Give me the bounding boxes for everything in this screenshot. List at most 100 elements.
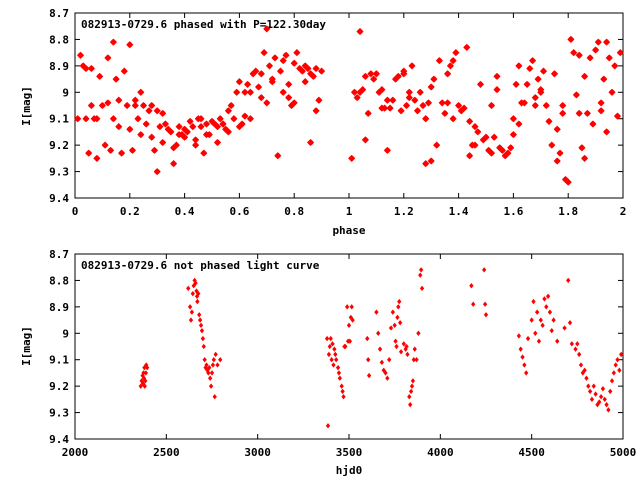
data-point	[339, 383, 344, 389]
data-point	[584, 375, 589, 381]
data-point	[142, 383, 147, 389]
data-point	[539, 67, 548, 75]
data-point	[235, 123, 243, 131]
data-point	[412, 346, 417, 352]
data-point	[559, 101, 567, 110]
data-point	[518, 346, 523, 352]
data-point	[298, 67, 306, 75]
data-point	[315, 96, 323, 104]
light-curve-plot-xlabel: hjd0	[336, 464, 363, 477]
data-point	[290, 59, 298, 67]
data-point	[498, 146, 506, 154]
data-point	[98, 101, 106, 110]
data-point	[598, 394, 604, 400]
data-point	[120, 67, 128, 75]
data-point	[548, 141, 556, 149]
data-point	[444, 70, 452, 78]
x-tick-label: 0.6	[229, 205, 249, 218]
data-point	[449, 57, 457, 65]
data-point	[383, 370, 388, 376]
data-point	[209, 370, 215, 376]
data-point	[476, 80, 485, 88]
data-point	[208, 375, 213, 381]
data-point	[411, 357, 416, 363]
phased-plot-points	[74, 25, 624, 186]
data-point	[186, 117, 194, 125]
data-point	[487, 149, 496, 157]
data-point	[202, 357, 207, 363]
data-point	[241, 112, 249, 120]
data-point	[332, 346, 337, 352]
data-point	[350, 317, 355, 323]
data-point	[285, 94, 293, 102]
data-point	[365, 335, 370, 342]
data-point	[330, 341, 335, 347]
data-point	[268, 78, 276, 86]
data-point	[170, 160, 178, 168]
data-point	[128, 146, 137, 154]
data-point	[216, 115, 224, 123]
data-point	[350, 88, 359, 96]
data-point	[509, 131, 517, 139]
data-point	[139, 101, 148, 110]
data-point	[378, 104, 386, 112]
light-curve-plot-ylabel: I[mag]	[20, 326, 33, 366]
data-point	[536, 338, 542, 344]
data-point	[126, 125, 134, 133]
data-point	[312, 64, 320, 73]
data-point	[575, 109, 583, 117]
data-point	[545, 117, 553, 125]
data-point	[592, 46, 600, 54]
data-point	[348, 314, 353, 321]
x-tick-label: 1.6	[503, 205, 523, 218]
data-point	[301, 78, 309, 86]
data-point	[515, 62, 523, 70]
data-point	[181, 133, 189, 141]
y-tick-label: 8.7	[49, 7, 69, 20]
data-point	[533, 330, 538, 336]
data-point	[446, 62, 454, 70]
data-point	[597, 107, 605, 115]
data-point	[418, 272, 423, 278]
data-point	[381, 367, 386, 373]
data-point	[553, 125, 561, 133]
phased-plot: 082913-0729.6 phased with P=122.30day ph…	[20, 7, 626, 237]
data-point	[142, 120, 150, 128]
data-point	[569, 341, 574, 347]
data-point	[430, 75, 438, 83]
data-point	[241, 88, 249, 96]
data-point	[604, 401, 609, 408]
data-point	[329, 357, 334, 363]
data-point	[104, 54, 112, 62]
data-point	[325, 423, 331, 429]
data-point	[104, 99, 112, 107]
data-point	[392, 322, 397, 329]
data-point	[202, 120, 211, 128]
data-point	[255, 83, 263, 91]
data-point	[244, 80, 252, 88]
data-point	[394, 343, 399, 350]
data-point	[512, 80, 520, 88]
data-point	[140, 380, 146, 387]
x-tick-label: 2	[620, 205, 627, 218]
data-point	[235, 78, 243, 86]
data-point	[469, 283, 474, 289]
data-point	[482, 267, 487, 273]
data-point	[327, 343, 332, 350]
data-point	[201, 343, 206, 350]
data-point	[562, 325, 567, 331]
data-point	[531, 94, 539, 102]
phased-plot-xlabel: phase	[332, 224, 365, 237]
data-point	[377, 346, 383, 352]
data-point	[156, 123, 164, 131]
data-point	[520, 354, 525, 360]
data-point	[353, 94, 361, 102]
phased-plot-axes: 0 0.2 0.4 0.6 0.8 1 1.2 1.4 1.6 1.8 2 8.7 8.8 8.9 9 9.1…	[49, 7, 626, 218]
data-point	[200, 335, 206, 342]
data-point	[210, 362, 216, 368]
data-point	[190, 290, 195, 297]
data-point	[483, 312, 489, 318]
x-tick-label: 0.2	[120, 205, 140, 218]
data-point	[343, 343, 348, 350]
data-point	[591, 383, 596, 389]
